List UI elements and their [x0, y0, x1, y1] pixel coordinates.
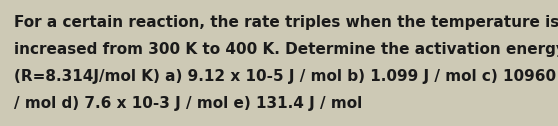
Text: increased from 300 K to 400 K. Determine the activation energy.: increased from 300 K to 400 K. Determine… [14, 42, 558, 57]
Text: / mol d) 7.6 x 10-3 J / mol e) 131.4 J / mol: / mol d) 7.6 x 10-3 J / mol e) 131.4 J /… [14, 96, 362, 111]
Text: (R=8.314J/mol K) a) 9.12 x 10-5 J / mol b) 1.099 J / mol c) 10960 J: (R=8.314J/mol K) a) 9.12 x 10-5 J / mol … [14, 69, 558, 84]
Text: For a certain reaction, the rate triples when the temperature is: For a certain reaction, the rate triples… [14, 15, 558, 30]
